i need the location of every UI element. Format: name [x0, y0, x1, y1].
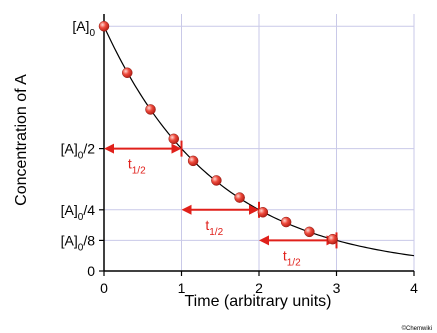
half-life-label: t1/2: [283, 247, 301, 268]
data-points: [98, 20, 338, 245]
x-ticks: 0 1 2 3 4: [100, 271, 418, 296]
x-tick-label: 0: [100, 280, 108, 296]
data-point: [280, 216, 292, 228]
half-life-arrow: t1/2: [104, 140, 183, 177]
data-point: [327, 233, 338, 245]
y-tick-label: [A]0: [72, 18, 95, 39]
x-tick-label: 2: [255, 280, 263, 296]
half-life-label: t1/2: [205, 217, 223, 238]
image-credit: ©Chemwiki: [402, 325, 432, 332]
half-life-label: t1/2: [128, 156, 146, 177]
data-point: [145, 104, 156, 115]
y-tick-label: [A]0/4: [61, 202, 96, 223]
half-life-arrows: t1/2 t1/2 t1/2: [104, 140, 338, 268]
x-tick-label: 1: [178, 280, 186, 296]
data-point: [234, 192, 245, 203]
data-point: [122, 67, 133, 78]
x-tick-label: 3: [333, 280, 341, 296]
y-ticks: [A]0 [A]0/2 [A]0/4 [A]0/8 0: [61, 18, 104, 279]
x-tick-label: 4: [410, 280, 418, 296]
data-point: [304, 226, 315, 238]
y-tick-label: [A]0/2: [61, 141, 96, 162]
data-point: [257, 207, 269, 218]
data-point: [187, 155, 199, 167]
half-life-arrow: t1/2: [181, 201, 260, 238]
data-point: [211, 175, 222, 186]
data-point: [168, 133, 179, 145]
grid-lines: [104, 14, 415, 271]
y-tick-label: 0: [87, 263, 95, 279]
y-tick-label: [A]0/8: [61, 232, 96, 253]
data-point: [98, 20, 110, 32]
y-axis-label: Concentration of A: [13, 74, 30, 206]
x-axis-label: Time (arbitrary units): [185, 293, 332, 310]
half-life-arrow: t1/2: [259, 232, 338, 268]
